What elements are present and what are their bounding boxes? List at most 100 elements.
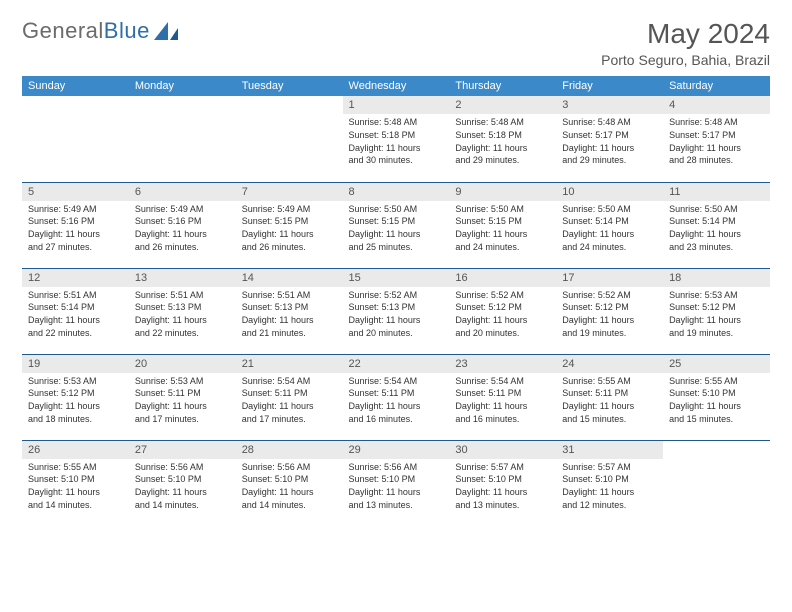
calendar-row: 1Sunrise: 5:48 AMSunset: 5:18 PMDaylight…	[22, 96, 770, 182]
detail-line-day2: and 18 minutes.	[28, 414, 123, 426]
weekday-header: Wednesday	[343, 76, 450, 96]
detail-line-day1: Daylight: 11 hours	[349, 143, 444, 155]
detail-line-set: Sunset: 5:10 PM	[28, 474, 123, 486]
day-details: Sunrise: 5:48 AMSunset: 5:17 PMDaylight:…	[556, 114, 663, 170]
day-details: Sunrise: 5:48 AMSunset: 5:18 PMDaylight:…	[343, 114, 450, 170]
detail-line-rise: Sunrise: 5:52 AM	[455, 290, 550, 302]
day-number: 24	[556, 355, 663, 373]
day-number: 31	[556, 441, 663, 459]
day-number: 16	[449, 269, 556, 287]
detail-line-rise: Sunrise: 5:53 AM	[135, 376, 230, 388]
detail-line-day2: and 13 minutes.	[455, 500, 550, 512]
calendar-cell: 7Sunrise: 5:49 AMSunset: 5:15 PMDaylight…	[236, 182, 343, 268]
calendar-cell: 13Sunrise: 5:51 AMSunset: 5:13 PMDayligh…	[129, 268, 236, 354]
detail-line-day1: Daylight: 11 hours	[669, 315, 764, 327]
detail-line-set: Sunset: 5:13 PM	[135, 302, 230, 314]
detail-line-rise: Sunrise: 5:51 AM	[28, 290, 123, 302]
month-title: May 2024	[601, 18, 770, 50]
day-details: Sunrise: 5:56 AMSunset: 5:10 PMDaylight:…	[343, 459, 450, 515]
detail-line-set: Sunset: 5:10 PM	[455, 474, 550, 486]
detail-line-set: Sunset: 5:10 PM	[135, 474, 230, 486]
detail-line-day2: and 16 minutes.	[455, 414, 550, 426]
detail-line-set: Sunset: 5:11 PM	[349, 388, 444, 400]
detail-line-day2: and 24 minutes.	[562, 242, 657, 254]
detail-line-day2: and 14 minutes.	[28, 500, 123, 512]
day-number: 5	[22, 183, 129, 201]
detail-line-rise: Sunrise: 5:57 AM	[455, 462, 550, 474]
weekday-header: Friday	[556, 76, 663, 96]
day-details: Sunrise: 5:53 AMSunset: 5:12 PMDaylight:…	[22, 373, 129, 429]
detail-line-day1: Daylight: 11 hours	[669, 401, 764, 413]
detail-line-day1: Daylight: 11 hours	[562, 315, 657, 327]
detail-line-rise: Sunrise: 5:55 AM	[28, 462, 123, 474]
detail-line-day2: and 16 minutes.	[349, 414, 444, 426]
detail-line-day1: Daylight: 11 hours	[28, 229, 123, 241]
detail-line-rise: Sunrise: 5:54 AM	[455, 376, 550, 388]
calendar-cell: 22Sunrise: 5:54 AMSunset: 5:11 PMDayligh…	[343, 354, 450, 440]
day-details: Sunrise: 5:57 AMSunset: 5:10 PMDaylight:…	[556, 459, 663, 515]
detail-line-set: Sunset: 5:11 PM	[455, 388, 550, 400]
day-number: 7	[236, 183, 343, 201]
detail-line-day2: and 20 minutes.	[349, 328, 444, 340]
detail-line-day2: and 21 minutes.	[242, 328, 337, 340]
day-details: Sunrise: 5:56 AMSunset: 5:10 PMDaylight:…	[129, 459, 236, 515]
detail-line-day2: and 22 minutes.	[135, 328, 230, 340]
detail-line-day1: Daylight: 11 hours	[242, 487, 337, 499]
weekday-header-row: Sunday Monday Tuesday Wednesday Thursday…	[22, 76, 770, 96]
day-details: Sunrise: 5:50 AMSunset: 5:15 PMDaylight:…	[343, 201, 450, 257]
detail-line-day1: Daylight: 11 hours	[28, 315, 123, 327]
detail-line-set: Sunset: 5:14 PM	[669, 216, 764, 228]
brand-part2: Blue	[104, 18, 150, 43]
detail-line-day2: and 22 minutes.	[28, 328, 123, 340]
brand-logo: GeneralBlue	[22, 18, 180, 44]
calendar-cell: 15Sunrise: 5:52 AMSunset: 5:13 PMDayligh…	[343, 268, 450, 354]
weekday-header: Sunday	[22, 76, 129, 96]
day-number: 28	[236, 441, 343, 459]
sail-icon	[152, 20, 180, 42]
detail-line-set: Sunset: 5:11 PM	[135, 388, 230, 400]
calendar-cell: 3Sunrise: 5:48 AMSunset: 5:17 PMDaylight…	[556, 96, 663, 182]
day-details: Sunrise: 5:48 AMSunset: 5:18 PMDaylight:…	[449, 114, 556, 170]
detail-line-day1: Daylight: 11 hours	[455, 487, 550, 499]
header: GeneralBlue May 2024 Porto Seguro, Bahia…	[22, 18, 770, 68]
day-details: Sunrise: 5:48 AMSunset: 5:17 PMDaylight:…	[663, 114, 770, 170]
detail-line-day2: and 12 minutes.	[562, 500, 657, 512]
calendar-cell	[663, 440, 770, 526]
calendar-row: 19Sunrise: 5:53 AMSunset: 5:12 PMDayligh…	[22, 354, 770, 440]
weekday-header: Thursday	[449, 76, 556, 96]
calendar-cell	[22, 96, 129, 182]
detail-line-day2: and 28 minutes.	[669, 155, 764, 167]
day-number: 6	[129, 183, 236, 201]
detail-line-day1: Daylight: 11 hours	[455, 315, 550, 327]
day-number: 1	[343, 96, 450, 114]
calendar-cell: 27Sunrise: 5:56 AMSunset: 5:10 PMDayligh…	[129, 440, 236, 526]
detail-line-day2: and 24 minutes.	[455, 242, 550, 254]
day-details: Sunrise: 5:52 AMSunset: 5:13 PMDaylight:…	[343, 287, 450, 343]
detail-line-day2: and 23 minutes.	[669, 242, 764, 254]
detail-line-day2: and 13 minutes.	[349, 500, 444, 512]
day-number: 3	[556, 96, 663, 114]
detail-line-day1: Daylight: 11 hours	[455, 229, 550, 241]
day-number: 30	[449, 441, 556, 459]
detail-line-set: Sunset: 5:17 PM	[669, 130, 764, 142]
detail-line-rise: Sunrise: 5:48 AM	[349, 117, 444, 129]
calendar-cell: 12Sunrise: 5:51 AMSunset: 5:14 PMDayligh…	[22, 268, 129, 354]
title-block: May 2024 Porto Seguro, Bahia, Brazil	[601, 18, 770, 68]
day-details: Sunrise: 5:55 AMSunset: 5:10 PMDaylight:…	[663, 373, 770, 429]
calendar-cell: 1Sunrise: 5:48 AMSunset: 5:18 PMDaylight…	[343, 96, 450, 182]
location: Porto Seguro, Bahia, Brazil	[601, 52, 770, 68]
detail-line-rise: Sunrise: 5:49 AM	[242, 204, 337, 216]
day-details: Sunrise: 5:55 AMSunset: 5:11 PMDaylight:…	[556, 373, 663, 429]
detail-line-rise: Sunrise: 5:54 AM	[349, 376, 444, 388]
detail-line-rise: Sunrise: 5:55 AM	[562, 376, 657, 388]
day-details: Sunrise: 5:49 AMSunset: 5:16 PMDaylight:…	[22, 201, 129, 257]
detail-line-set: Sunset: 5:12 PM	[562, 302, 657, 314]
detail-line-set: Sunset: 5:15 PM	[242, 216, 337, 228]
detail-line-rise: Sunrise: 5:52 AM	[562, 290, 657, 302]
calendar-cell: 31Sunrise: 5:57 AMSunset: 5:10 PMDayligh…	[556, 440, 663, 526]
day-details: Sunrise: 5:50 AMSunset: 5:15 PMDaylight:…	[449, 201, 556, 257]
calendar: Sunday Monday Tuesday Wednesday Thursday…	[22, 76, 770, 526]
calendar-cell: 18Sunrise: 5:53 AMSunset: 5:12 PMDayligh…	[663, 268, 770, 354]
detail-line-set: Sunset: 5:12 PM	[28, 388, 123, 400]
day-number: 25	[663, 355, 770, 373]
